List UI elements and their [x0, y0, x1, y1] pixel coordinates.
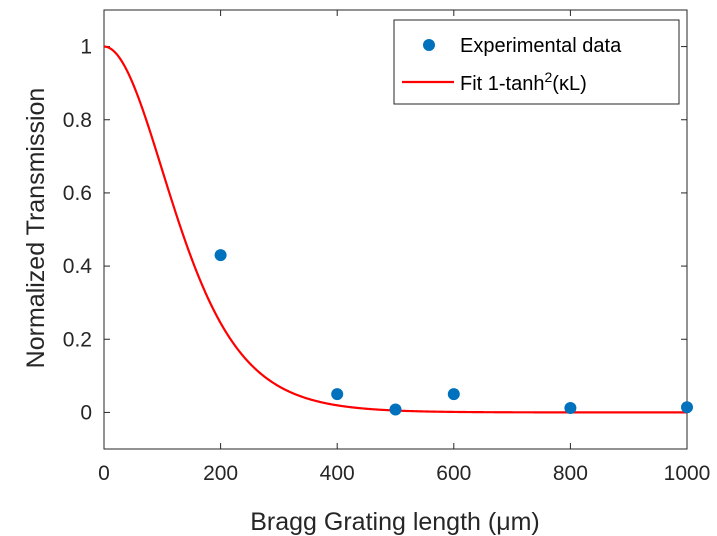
data-point [389, 403, 402, 416]
y-axis-label: Normalized Transmission [22, 88, 50, 369]
data-point [447, 388, 460, 401]
y-tick-label: 0.8 [63, 109, 92, 132]
x-tick-label: 0 [98, 462, 110, 485]
data-point [214, 249, 227, 262]
x-tick-label: 800 [553, 462, 588, 485]
data-point [331, 388, 344, 401]
data-point [681, 401, 693, 414]
y-tick-label: 1 [80, 36, 92, 59]
legend-marker-experimental [423, 39, 435, 51]
legend-label-experimental: Experimental data [460, 35, 622, 57]
x-tick-label: 600 [436, 462, 471, 485]
plot-frame [103, 9, 688, 450]
x-axis-label: Bragg Grating length (μm) [250, 508, 540, 536]
y-tick-label: 0.2 [63, 328, 92, 351]
data-point [564, 402, 577, 415]
x-tick-label: 400 [320, 462, 355, 485]
y-tick-label: 0.6 [63, 182, 92, 205]
plot-area: 0 200 400 600 800 1000 0 0.2 0.4 0.6 0.8 1 Experimen… [63, 9, 711, 485]
x-tick-label: 200 [203, 462, 238, 485]
y-tick-label: 0 [80, 401, 92, 424]
x-tick-label: 1000 [664, 462, 711, 485]
legend-box [393, 19, 680, 105]
legend-label-fit: Fit 1-tanh2(κL) [460, 69, 587, 95]
y-tick-label: 0.4 [63, 255, 93, 278]
